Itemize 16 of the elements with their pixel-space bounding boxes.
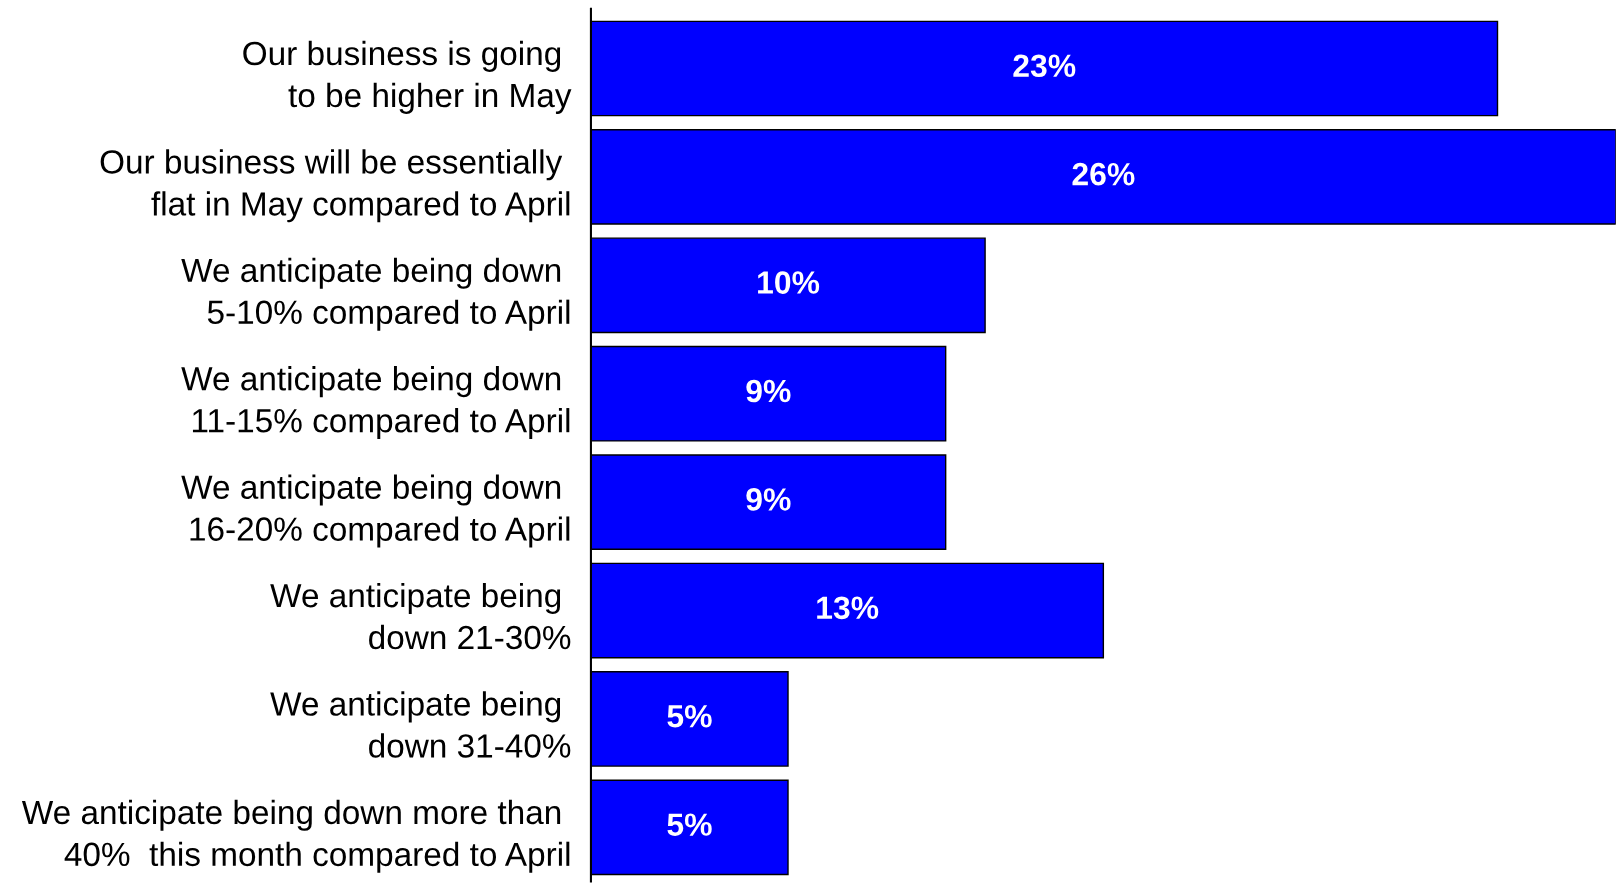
data-label: 10% <box>758 271 820 294</box>
y-tick-label: Our business is going to be higher in May <box>243 40 572 114</box>
data-label: 26% <box>1072 162 1135 186</box>
y-tick-label: Our business will be essentially flat in May compared to April <box>100 149 570 223</box>
y-tick-label: We anticipate being down 5-10% compared to April <box>181 257 570 331</box>
data-label: 5% <box>667 813 712 836</box>
data-label: 9% <box>746 488 791 511</box>
data-label: 9% <box>746 379 791 403</box>
data-label: 23% <box>1013 54 1076 78</box>
y-tick-label: We anticipate being down more than 40% this month compared to April <box>21 799 570 873</box>
data-label: 5% <box>667 704 712 728</box>
y-tick-label: We anticipate being down 16-20% compared to April <box>181 474 570 548</box>
y-tick-label: We anticipate being down 21-30% <box>270 582 571 650</box>
y-tick-label: We anticipate being down 11-15% compared to April <box>181 366 570 440</box>
data-label: 13% <box>817 596 879 620</box>
y-tick-label: We anticipate being down 31-40% <box>270 691 571 758</box>
